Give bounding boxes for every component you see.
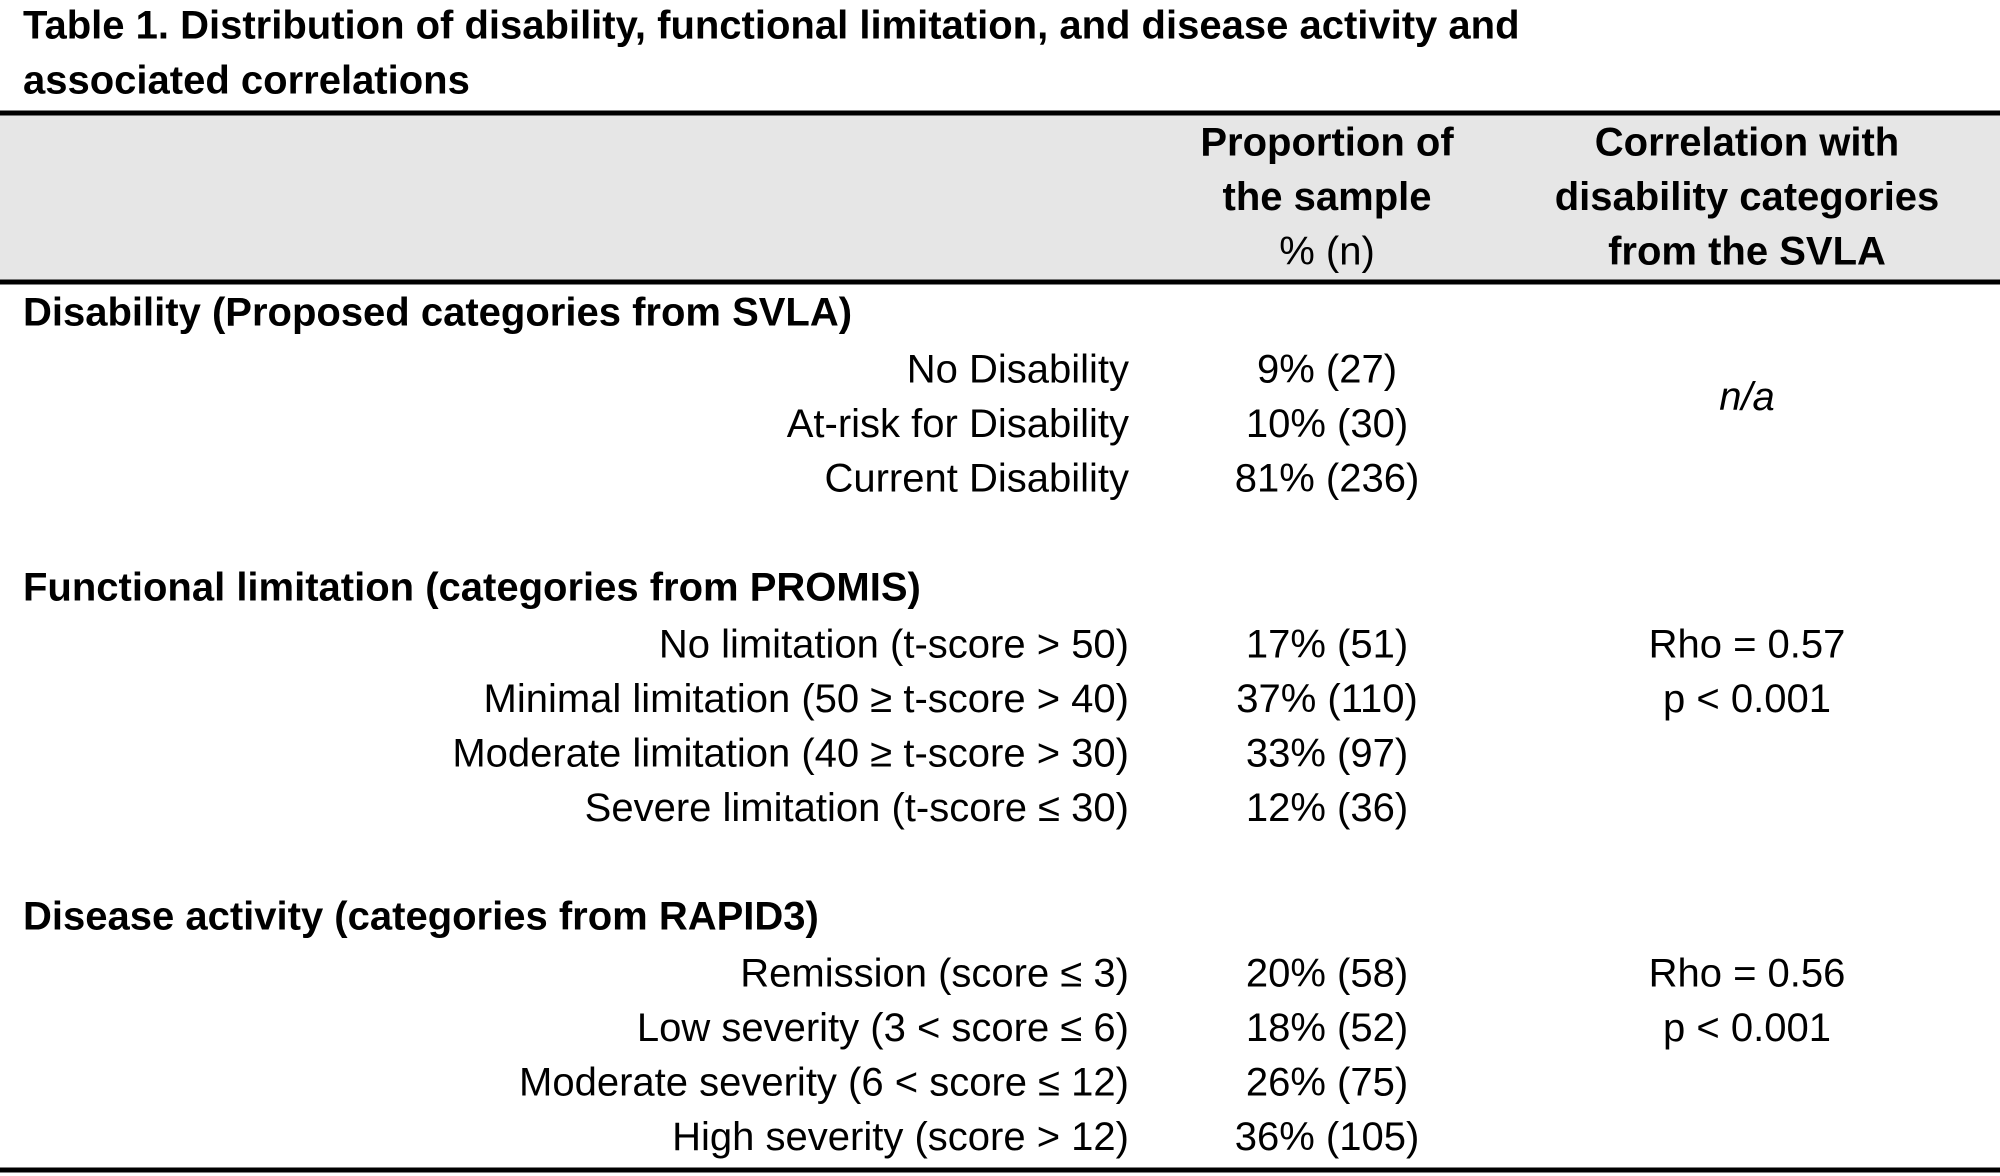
row-label: Current Disability: [824, 456, 1129, 500]
section-heading: Disease activity (categories from RAPID3…: [23, 895, 819, 939]
row-label: Moderate severity (6 < score ≤ 12): [519, 1060, 1129, 1104]
column-header: disability categories: [1555, 175, 1940, 219]
header-background: [0, 113, 2000, 282]
proportion-cell: 36% (105): [1235, 1115, 1420, 1159]
proportion-cell: 12% (36): [1246, 786, 1408, 830]
correlation-cell: p < 0.001: [1663, 677, 1831, 721]
proportion-cell: 20% (58): [1246, 952, 1408, 996]
row-label: At-risk for Disability: [787, 402, 1129, 446]
proportion-cell: 9% (27): [1257, 348, 1397, 392]
proportion-cell: 33% (97): [1246, 731, 1408, 775]
table-title: associated correlations: [23, 59, 470, 103]
proportion-cell: 17% (51): [1246, 623, 1408, 667]
column-header: Correlation with: [1595, 121, 1899, 165]
section-heading: Functional limitation (categories from P…: [23, 566, 921, 610]
row-label: Severe limitation (t-score ≤ 30): [585, 786, 1129, 830]
row-label: No Disability: [907, 348, 1129, 392]
proportion-cell: 10% (30): [1246, 402, 1408, 446]
proportion-cell: 81% (236): [1235, 456, 1420, 500]
table-title: Table 1. Distribution of disability, fun…: [23, 4, 1520, 48]
column-header: Proportion of: [1200, 121, 1454, 165]
correlation-cell: p < 0.001: [1663, 1006, 1831, 1050]
row-label: No limitation (t-score > 50): [659, 623, 1129, 667]
row-label: Remission (score ≤ 3): [740, 952, 1129, 996]
section-heading: Disability (Proposed categories from SVL…: [23, 291, 852, 335]
row-label: Low severity (3 < score ≤ 6): [637, 1006, 1129, 1050]
proportion-cell: 37% (110): [1236, 677, 1418, 721]
column-header: % (n): [1279, 230, 1375, 274]
proportion-cell: 18% (52): [1246, 1006, 1408, 1050]
correlation-cell: n/a: [1719, 375, 1775, 419]
row-label: Minimal limitation (50 ≥ t-score > 40): [484, 677, 1130, 721]
correlation-cell: Rho = 0.56: [1649, 952, 1846, 996]
column-header: from the SVLA: [1608, 230, 1886, 274]
row-label: High severity (score > 12): [672, 1115, 1129, 1159]
row-label: Moderate limitation (40 ≥ t-score > 30): [452, 731, 1129, 775]
proportion-cell: 26% (75): [1246, 1060, 1408, 1104]
correlation-cell: Rho = 0.57: [1649, 623, 1846, 667]
column-header: the sample: [1223, 175, 1432, 219]
